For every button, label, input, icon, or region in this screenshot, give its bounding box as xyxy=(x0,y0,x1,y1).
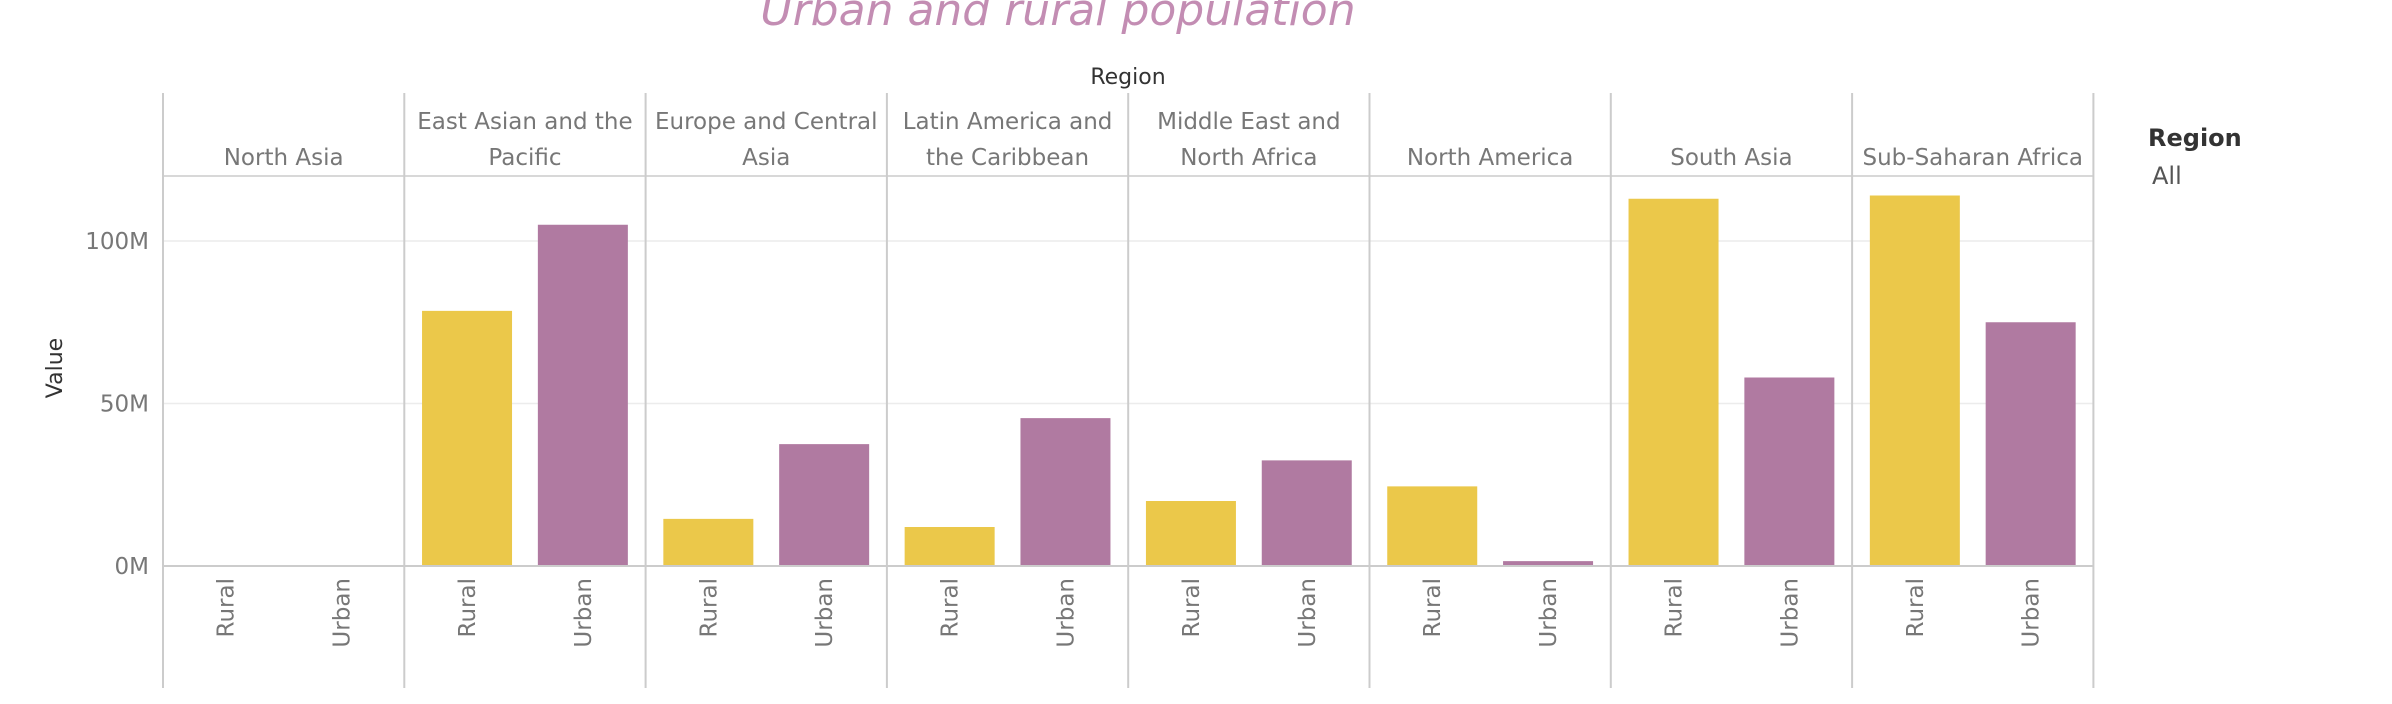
bar-urban[interactable] xyxy=(779,444,870,566)
category-label: Rural xyxy=(214,578,240,637)
panel-label-line: East Asian and the xyxy=(417,109,632,135)
panel-label-line: North America xyxy=(1407,145,1574,171)
panel-frame xyxy=(162,93,2095,688)
panel-label-line: South Asia xyxy=(1670,145,1792,171)
category-label: Urban xyxy=(1053,578,1079,648)
panel-label: North America xyxy=(1407,145,1574,171)
panel-label-line: Sub-Saharan Africa xyxy=(1863,145,2083,171)
bar-urban[interactable] xyxy=(1261,460,1352,566)
legend-filter-value[interactable]: All xyxy=(2152,162,2182,190)
y-axis-title: Value xyxy=(43,338,68,398)
bar-rural[interactable] xyxy=(904,527,995,566)
y-tick-label: 50M xyxy=(100,392,149,418)
bar-urban[interactable] xyxy=(1503,561,1594,566)
panel-label-line: Pacific xyxy=(488,145,561,171)
panel-label: South Asia xyxy=(1670,145,1792,171)
category-label: Urban xyxy=(571,578,597,648)
panel-label-line: North Africa xyxy=(1180,145,1317,171)
panel-label: North Asia xyxy=(224,145,344,171)
category-label: Rural xyxy=(1420,578,1446,637)
bar-rural[interactable] xyxy=(1628,198,1719,566)
column-header: Region xyxy=(1090,65,1165,90)
bar-rural[interactable] xyxy=(1869,195,1960,567)
bar-rural[interactable] xyxy=(1387,486,1478,566)
category-label: Rural xyxy=(1903,578,1929,637)
bar-urban[interactable] xyxy=(1744,377,1835,567)
category-label: Urban xyxy=(2019,578,2045,648)
category-label: Urban xyxy=(1295,578,1321,648)
panel-label-line: Asia xyxy=(742,145,790,171)
legend: Region All xyxy=(2148,124,2242,190)
category-label: Rural xyxy=(696,578,722,637)
legend-title: Region xyxy=(2148,124,2242,152)
bar-rural[interactable] xyxy=(663,518,754,566)
y-tick-label: 0M xyxy=(115,554,149,580)
category-label: Rural xyxy=(938,578,964,637)
panel-label: Europe and Central Asia xyxy=(655,109,878,171)
panel-label-line: the Caribbean xyxy=(926,145,1089,171)
category-label: Urban xyxy=(330,578,356,648)
bar-rural[interactable] xyxy=(422,310,513,566)
bar-urban[interactable] xyxy=(537,224,628,566)
panel-labels: North Asia East Asian and the Pacific Europ… xyxy=(224,109,2083,171)
category-labels: Rural Urban Rural Urban Rural Urban Rural Urban… xyxy=(214,578,2045,648)
category-label: Rural xyxy=(1179,578,1205,637)
bar-rural[interactable] xyxy=(1145,501,1236,566)
panel-label-line: Middle East and xyxy=(1157,109,1341,135)
chart-title: Urban and rural population xyxy=(760,0,1355,36)
bars xyxy=(422,195,2076,567)
category-label: Urban xyxy=(1536,578,1562,648)
panel-label: Sub-Saharan Africa xyxy=(1863,145,2083,171)
y-axis-ticks: 0M 50M 100M xyxy=(85,229,149,580)
bar-urban[interactable] xyxy=(1985,322,2076,566)
category-label: Urban xyxy=(812,578,838,648)
panel-label-line: Europe and Central xyxy=(655,109,878,135)
bar-urban[interactable] xyxy=(1020,418,1111,566)
category-label: Urban xyxy=(1777,578,1803,648)
y-tick-label: 100M xyxy=(85,229,149,255)
category-label: Rural xyxy=(455,578,481,637)
category-label: Rural xyxy=(1662,578,1688,637)
panel-label: Middle East and North Africa xyxy=(1157,109,1341,171)
panel-label: East Asian and the Pacific xyxy=(417,109,632,171)
panel-label: Latin America and the Caribbean xyxy=(903,109,1113,171)
panel-label-line: Latin America and xyxy=(903,109,1113,135)
panel-label-line: North Asia xyxy=(224,145,344,171)
